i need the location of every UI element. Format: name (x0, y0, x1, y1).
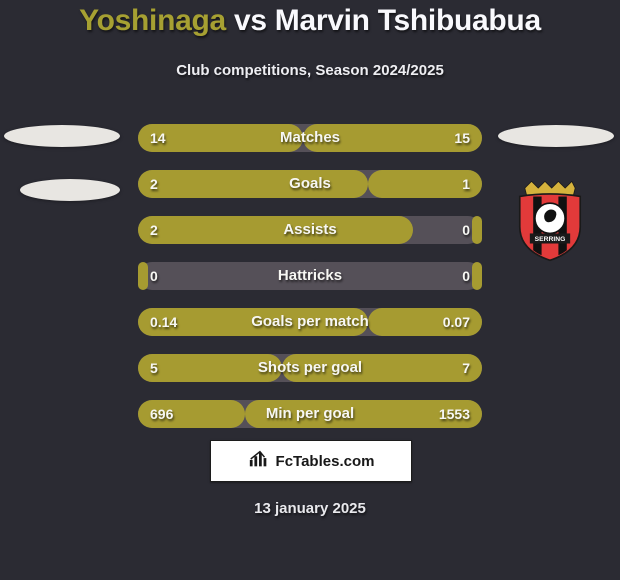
title-player1: Yoshinaga (79, 4, 226, 37)
stat-right-value: 7 (462, 354, 470, 382)
stat-right-value: 0.07 (443, 308, 470, 336)
fctables-label: FcTables.com (276, 453, 375, 470)
player1-club-ellipse (20, 179, 120, 201)
stat-row: 0.14 Goals per match 0.07 (138, 308, 482, 336)
svg-text:SERRING: SERRING (535, 236, 566, 243)
comparison-canvas: { "colors": { "background": "#2b2b33", "… (0, 0, 620, 580)
title-vs: vs (234, 4, 267, 37)
fctables-badge[interactable]: FcTables.com (210, 440, 412, 482)
stat-label: Shots per goal (138, 354, 482, 382)
date-label: 13 january 2025 (0, 500, 620, 517)
stat-right-value: 1 (462, 170, 470, 198)
player2-club-crest: SERRING (508, 178, 592, 262)
stat-row: 14 Matches 15 (138, 124, 482, 152)
stat-row: 5 Shots per goal 7 (138, 354, 482, 382)
stat-right-value: 0 (462, 216, 470, 244)
stat-label: Min per goal (138, 400, 482, 428)
bar-chart-icon (248, 448, 270, 474)
stat-right-value: 15 (454, 124, 470, 152)
title-line: Yoshinaga vs Marvin Tshibuabua (0, 4, 620, 38)
player1-marker-ellipse (4, 125, 120, 147)
stat-row: 696 Min per goal 1553 (138, 400, 482, 428)
stat-label: Goals (138, 170, 482, 198)
stat-label: Assists (138, 216, 482, 244)
subtitle: Club competitions, Season 2024/2025 (0, 62, 620, 79)
stat-row: 0 Hattricks 0 (138, 262, 482, 290)
stat-row: 2 Assists 0 (138, 216, 482, 244)
stat-label: Hattricks (138, 262, 482, 290)
stat-label: Goals per match (138, 308, 482, 336)
stat-right-value: 1553 (439, 400, 470, 428)
stat-label: Matches (138, 124, 482, 152)
player2-marker-ellipse (498, 125, 614, 147)
title-player2: Marvin Tshibuabua (275, 4, 541, 37)
stat-row: 2 Goals 1 (138, 170, 482, 198)
stat-right-value: 0 (462, 262, 470, 290)
